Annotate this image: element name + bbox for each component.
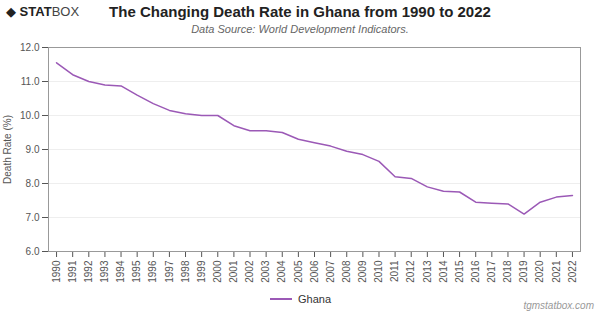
svg-text:2009: 2009 xyxy=(357,260,368,283)
html-text:The Changing Death Rate in Gha: The Changing Death Rate in Ghana from 19… xyxy=(109,3,491,20)
svg-text:2011: 2011 xyxy=(389,260,400,282)
svg-text:7.0: 7.0 xyxy=(26,212,40,223)
svg-text:2019: 2019 xyxy=(518,260,529,283)
svg-text:2014: 2014 xyxy=(438,260,449,283)
svg-text:2022: 2022 xyxy=(567,260,578,283)
svg-text:2005: 2005 xyxy=(293,260,304,283)
svg-text:2021: 2021 xyxy=(551,260,562,283)
svg-text:10.0: 10.0 xyxy=(20,110,40,121)
svg-text:2000: 2000 xyxy=(212,260,223,283)
svg-text:2002: 2002 xyxy=(244,260,255,283)
svg-text:2017: 2017 xyxy=(486,260,497,283)
svg-text:2013: 2013 xyxy=(422,260,433,283)
svg-text:2010: 2010 xyxy=(373,260,384,283)
svg-text:2006: 2006 xyxy=(309,260,320,283)
svg-text:1998: 1998 xyxy=(180,260,191,283)
svg-text:8.0: 8.0 xyxy=(26,178,40,189)
svg-text:1991: 1991 xyxy=(67,260,78,283)
svg-text:2001: 2001 xyxy=(228,260,239,283)
svg-text:1994: 1994 xyxy=(115,260,126,283)
svg-text:2012: 2012 xyxy=(405,260,416,283)
svg-text:2018: 2018 xyxy=(502,260,513,283)
svg-text:2020: 2020 xyxy=(534,260,545,283)
svg-text:12.0: 12.0 xyxy=(20,42,40,53)
svg-text:2004: 2004 xyxy=(276,260,287,283)
html-text:◆ STAT BOX: ◆ STAT BOX xyxy=(6,4,80,19)
svg-text:2007: 2007 xyxy=(325,260,336,283)
svg-text:9.0: 9.0 xyxy=(26,144,40,155)
svg-text:11.0: 11.0 xyxy=(21,76,40,87)
svg-text:1993: 1993 xyxy=(99,260,110,283)
svg-text:2008: 2008 xyxy=(341,260,352,283)
html-text:Ghana: Ghana xyxy=(298,293,331,305)
svg-text:1992: 1992 xyxy=(83,260,94,283)
svg-text:6.0: 6.0 xyxy=(26,246,40,257)
html-text:Data Source: World Development: Data Source: World Development Indicator… xyxy=(191,23,409,35)
svg-text:2016: 2016 xyxy=(470,260,481,283)
svg-text:1995: 1995 xyxy=(131,260,142,283)
svg-text:1997: 1997 xyxy=(164,260,175,283)
svg-text:Death Rate (%): Death Rate (%) xyxy=(2,115,13,184)
svg-text:1999: 1999 xyxy=(196,260,207,283)
html-text:tgmstatbox.com: tgmstatbox.com xyxy=(523,300,594,311)
svg-text:1990: 1990 xyxy=(51,260,62,283)
svg-text:1996: 1996 xyxy=(147,260,158,283)
svg-text:2003: 2003 xyxy=(260,260,271,283)
svg-text:2015: 2015 xyxy=(454,260,465,283)
